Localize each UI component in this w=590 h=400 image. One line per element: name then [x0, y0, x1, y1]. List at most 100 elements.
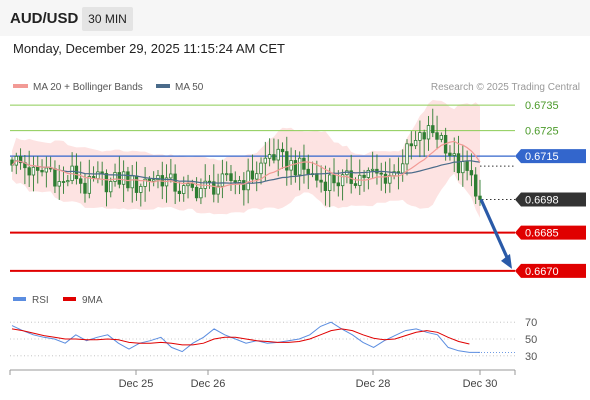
candle-body: [104, 173, 109, 193]
candle-body: [465, 161, 469, 171]
candle-body: [36, 166, 40, 171]
price-tag-bg: [515, 263, 586, 278]
candle-body: [383, 173, 388, 184]
candle-body: [143, 178, 147, 187]
candle-body: [207, 180, 212, 183]
price-label-0.6670: 0.6670: [525, 266, 559, 278]
price-label-0.6725: 0.6725: [525, 126, 559, 138]
candle-body: [61, 181, 66, 183]
price-tag-bg: [515, 149, 586, 164]
candle-body: [233, 180, 237, 183]
x-tick-label-dec-28: Dec 28: [356, 378, 391, 390]
candle-body: [349, 170, 353, 184]
price-label-0.6698: 0.6698: [525, 194, 559, 206]
candle-body: [302, 157, 306, 170]
candle-body: [267, 154, 272, 159]
candle-body: [340, 174, 345, 187]
candle-body: [186, 183, 190, 187]
candle-body: [263, 157, 267, 164]
candle-body: [117, 172, 121, 185]
bollinger-band-layer: [12, 99, 480, 218]
credit-text: Research © 2025 Trading Central: [431, 82, 580, 93]
candle-body: [194, 186, 199, 199]
timestamp: Monday, December 29, 2025 11:15:24 AM CE…: [13, 41, 285, 56]
candle-body: [422, 132, 426, 140]
candle-body: [83, 182, 87, 194]
rsi-ma-legend-label: 9MA: [82, 295, 103, 306]
ma50-legend-label: MA 50: [175, 82, 204, 93]
timeframe-button[interactable]: 30 MIN: [82, 7, 133, 31]
rsi-line: [11, 321, 480, 353]
candle-body: [27, 167, 31, 176]
candle-body: [336, 182, 340, 187]
x-tick-label-dec-26: Dec 26: [191, 378, 226, 390]
candle-body: [254, 173, 259, 180]
candle-body: [126, 171, 130, 189]
candle-body: [220, 173, 225, 187]
candle-body: [469, 170, 474, 176]
candle-body: [452, 153, 456, 156]
bollinger-band: [12, 99, 480, 218]
candle-body: [79, 178, 83, 184]
candle-body: [426, 125, 431, 140]
candle-body: [190, 183, 194, 188]
candle-body: [242, 180, 246, 191]
moving-average-layer: [11, 140, 512, 269]
candle-body: [134, 175, 139, 193]
x-tick-label-dec-30: Dec 30: [463, 378, 498, 390]
candle-body: [473, 174, 478, 197]
candle-body: [40, 169, 44, 173]
candle-body: [151, 179, 156, 182]
candles-layer: [10, 108, 482, 208]
candle-body: [405, 143, 409, 165]
candle-body: [100, 171, 104, 174]
candle-body: [96, 171, 100, 179]
rsi-tick-50: 50: [525, 334, 537, 346]
candle-body: [418, 132, 422, 141]
candle-body: [156, 175, 160, 181]
x-axis: Dec 25 Dec 26 Dec 28 Dec 30: [9, 369, 516, 390]
price-label-0.6735: 0.6735: [525, 100, 559, 112]
candle-body: [448, 152, 452, 156]
candle-body: [177, 190, 182, 194]
candle-body: [293, 160, 298, 176]
candle-body: [431, 125, 435, 134]
candle-body: [413, 139, 418, 147]
candle-body: [199, 187, 203, 199]
candle-body: [435, 132, 439, 140]
candle-body: [224, 173, 229, 176]
candle-body: [306, 168, 310, 175]
rsi-ma-line: [11, 328, 470, 346]
candle-body: [297, 157, 302, 176]
candle-body: [327, 174, 332, 191]
candle-body: [379, 172, 383, 175]
candle-body: [181, 185, 186, 194]
candle-body: [87, 176, 91, 194]
candle-body: [169, 173, 173, 179]
price-labels-layer: 0.6735 0.6725 0.6715 0.6698 0.6685 0.6670: [515, 100, 586, 278]
candle-body: [130, 175, 134, 189]
candle-body: [280, 148, 285, 153]
candle-body: [216, 185, 220, 195]
candle-body: [237, 180, 242, 183]
candle-body: [370, 168, 375, 171]
candle-body: [44, 167, 48, 173]
price-tag-bg: [515, 225, 586, 240]
candle-body: [276, 148, 280, 161]
candle-body: [461, 161, 465, 174]
candle-body: [57, 181, 61, 187]
candle-body: [400, 163, 405, 174]
forecast-arrow-shaft: [479, 198, 511, 263]
candle-body: [113, 172, 117, 182]
candle-body: [48, 167, 53, 170]
candle-body: [139, 185, 143, 193]
symbol-title: AUD/USD: [10, 10, 79, 27]
forecast-arrow-head: [501, 253, 512, 269]
candle-body: [109, 180, 113, 193]
candle-body: [229, 173, 233, 181]
candle-body: [456, 153, 461, 174]
candle-body: [366, 169, 370, 178]
candle-body: [319, 179, 323, 183]
